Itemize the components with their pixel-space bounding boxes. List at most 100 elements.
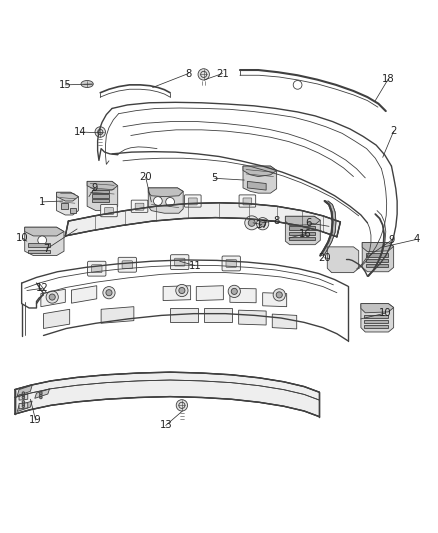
Circle shape — [260, 221, 266, 227]
Polygon shape — [361, 304, 394, 313]
Polygon shape — [25, 227, 64, 256]
Text: 17: 17 — [255, 220, 268, 230]
Text: 19: 19 — [29, 415, 42, 425]
Polygon shape — [163, 286, 191, 301]
Polygon shape — [289, 231, 315, 235]
Circle shape — [198, 69, 209, 80]
Circle shape — [293, 80, 302, 89]
Circle shape — [38, 236, 46, 245]
FancyBboxPatch shape — [101, 205, 117, 217]
Circle shape — [106, 289, 112, 296]
Ellipse shape — [81, 80, 93, 87]
Text: 7: 7 — [43, 244, 50, 254]
Polygon shape — [57, 192, 78, 215]
Circle shape — [103, 287, 115, 299]
Polygon shape — [28, 250, 49, 253]
Text: 4: 4 — [413, 235, 420, 245]
Circle shape — [166, 198, 174, 206]
Circle shape — [176, 400, 187, 411]
Polygon shape — [92, 199, 109, 202]
Polygon shape — [17, 401, 32, 411]
Text: 10: 10 — [16, 233, 29, 243]
Circle shape — [179, 287, 185, 294]
Text: 2: 2 — [390, 126, 397, 136]
Polygon shape — [272, 314, 297, 329]
FancyBboxPatch shape — [122, 261, 133, 269]
Text: 8: 8 — [185, 69, 191, 78]
Polygon shape — [92, 190, 109, 193]
Polygon shape — [19, 394, 28, 400]
Text: 13: 13 — [159, 421, 172, 431]
Circle shape — [231, 288, 237, 294]
Polygon shape — [366, 259, 389, 262]
Polygon shape — [204, 308, 232, 322]
Circle shape — [39, 396, 42, 399]
Polygon shape — [263, 293, 287, 306]
Polygon shape — [361, 304, 394, 332]
Circle shape — [49, 294, 55, 300]
Polygon shape — [101, 306, 134, 323]
Circle shape — [245, 216, 259, 230]
FancyBboxPatch shape — [92, 265, 102, 272]
Circle shape — [22, 396, 25, 399]
Polygon shape — [243, 166, 277, 193]
Circle shape — [228, 285, 240, 297]
Polygon shape — [148, 188, 183, 197]
Polygon shape — [170, 308, 198, 322]
Polygon shape — [25, 227, 64, 236]
Polygon shape — [286, 216, 320, 225]
FancyBboxPatch shape — [239, 195, 256, 207]
FancyBboxPatch shape — [135, 203, 144, 210]
Text: 10: 10 — [378, 308, 391, 318]
Text: 5: 5 — [212, 173, 218, 183]
Text: 21: 21 — [216, 69, 229, 78]
Polygon shape — [57, 192, 78, 201]
Polygon shape — [243, 166, 277, 176]
Text: 9: 9 — [92, 183, 98, 193]
Polygon shape — [61, 203, 68, 209]
Polygon shape — [239, 310, 266, 325]
Polygon shape — [286, 216, 320, 245]
Polygon shape — [289, 237, 315, 240]
Polygon shape — [43, 309, 70, 328]
Circle shape — [153, 197, 162, 205]
FancyBboxPatch shape — [184, 195, 201, 207]
Polygon shape — [19, 403, 28, 409]
Polygon shape — [87, 181, 118, 211]
Circle shape — [22, 392, 25, 394]
Polygon shape — [247, 181, 266, 190]
Polygon shape — [366, 264, 389, 268]
Circle shape — [95, 127, 106, 138]
Text: 1: 1 — [39, 197, 46, 207]
Polygon shape — [41, 289, 65, 306]
Polygon shape — [87, 181, 118, 190]
Polygon shape — [320, 201, 336, 256]
Circle shape — [176, 285, 188, 297]
FancyBboxPatch shape — [188, 198, 197, 205]
FancyBboxPatch shape — [170, 255, 189, 270]
Polygon shape — [362, 243, 394, 252]
FancyBboxPatch shape — [88, 261, 106, 276]
Text: 15: 15 — [59, 80, 72, 90]
Circle shape — [273, 289, 286, 301]
Polygon shape — [28, 244, 49, 247]
FancyBboxPatch shape — [105, 207, 113, 215]
Text: 8: 8 — [273, 216, 280, 225]
Text: 11: 11 — [189, 261, 201, 271]
Polygon shape — [14, 372, 319, 417]
FancyBboxPatch shape — [226, 260, 237, 268]
Polygon shape — [289, 227, 315, 230]
Polygon shape — [196, 286, 223, 301]
Circle shape — [22, 400, 25, 403]
Circle shape — [22, 405, 25, 408]
Polygon shape — [148, 188, 183, 213]
Circle shape — [46, 291, 58, 303]
Text: 6: 6 — [305, 218, 312, 228]
Circle shape — [22, 403, 25, 405]
Polygon shape — [17, 385, 32, 395]
FancyBboxPatch shape — [222, 256, 240, 271]
FancyBboxPatch shape — [118, 257, 137, 272]
Circle shape — [39, 392, 42, 394]
FancyBboxPatch shape — [174, 258, 185, 266]
Polygon shape — [65, 203, 340, 237]
